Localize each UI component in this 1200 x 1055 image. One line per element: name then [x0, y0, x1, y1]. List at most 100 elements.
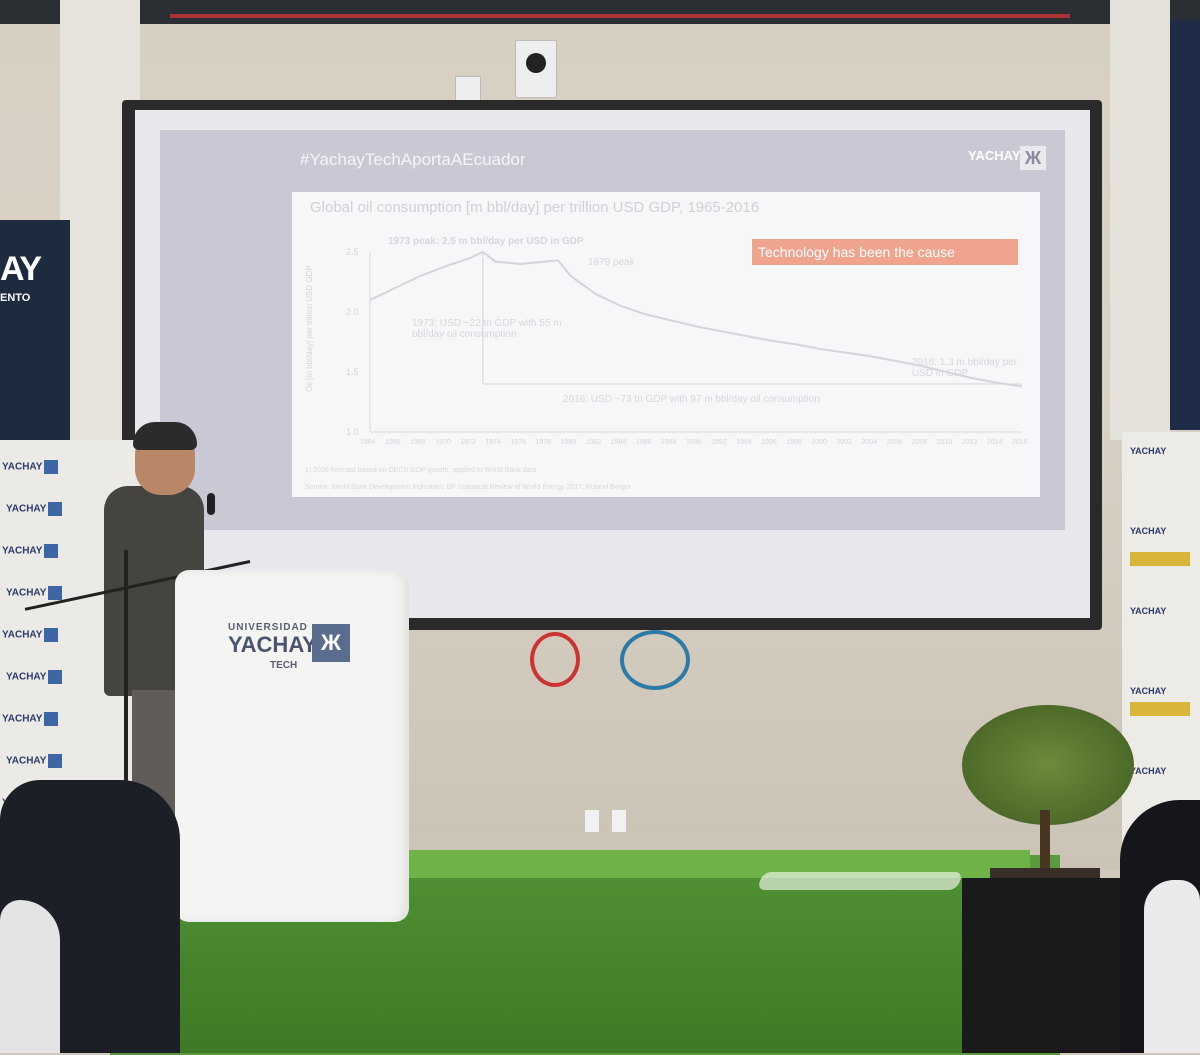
annotation-1973: 1973: USD ~22 tn GDP with 55 m bbl/day o…: [412, 318, 562, 340]
y-tick-label: 2.5: [346, 247, 359, 257]
backdrop-logo: YACHAY: [2, 544, 59, 558]
y-tick-label: 1.5: [346, 367, 359, 377]
annotation-1979: 1979 peak: [588, 257, 635, 268]
wall-junction-box: [455, 76, 481, 102]
podium-logo-icon: Ж: [312, 624, 350, 662]
bonsai-crown: [962, 705, 1134, 825]
x-tick-label: 2000: [811, 439, 827, 446]
x-tick-label: 1976: [510, 439, 526, 446]
backdrop-logo: YACHAY: [6, 754, 63, 768]
podium-line-1: UNIVERSIDAD: [228, 622, 308, 633]
x-tick-label: 2004: [862, 439, 878, 446]
series-line: [369, 250, 1023, 388]
right-wall-banner: [1170, 20, 1200, 430]
annotation-2016-label: 2016: 1.3 m bbl/day per USD in GDP: [912, 357, 1018, 379]
backdrop-logo-text: YACHAY: [6, 503, 47, 515]
backdrop-logo-text: YACHAY: [6, 587, 47, 599]
x-tick-label: 1974: [485, 439, 501, 446]
x-tick-label: 1990: [686, 439, 702, 446]
light-reflection: [756, 872, 964, 890]
backdrop-logo-icon: [48, 670, 63, 684]
mic-stand-pole: [124, 550, 128, 910]
x-tick-label: 1988: [661, 439, 677, 446]
chart-title: Global oil consumption [m bbl/day] per t…: [310, 199, 760, 216]
chart-source: Source: World Bank Development Indicator…: [305, 484, 632, 491]
backdrop-logo: YACHAY: [1130, 526, 1167, 536]
x-tick-label: 1998: [786, 439, 802, 446]
bonsai-trunk: [1040, 810, 1050, 870]
x-tick-label: 1968: [410, 439, 426, 446]
x-tick-label: 1980: [561, 439, 577, 446]
left-banner-text: AY: [0, 250, 42, 288]
slide-hashtag: #YachayTechAportaAEcuador: [300, 150, 526, 169]
speaker-hair: [133, 422, 197, 450]
backdrop-yellow-strip: [1130, 552, 1190, 566]
backdrop-logo-icon: [44, 544, 59, 558]
callout-badge: Technology has been the cause: [752, 239, 1018, 265]
backdrop-logo-icon: [48, 754, 63, 768]
backdrop-logo-text: YACHAY: [2, 545, 43, 557]
y-tick-label: 1.0: [346, 427, 359, 437]
speaker-lens: [526, 53, 546, 73]
podium-line-2: YACHAY: [228, 632, 317, 657]
backdrop-logo: YACHAY: [1130, 766, 1167, 776]
chair-right: [1144, 880, 1200, 1053]
backdrop-logo: YACHAY: [1130, 686, 1167, 696]
backdrop-logo-text: YACHAY: [2, 461, 43, 473]
right-pillar: [1110, 0, 1170, 440]
x-tick-label: 1978: [536, 439, 552, 446]
x-tick-label: 1982: [586, 439, 602, 446]
wall-speaker: [515, 40, 557, 98]
chair-left: [0, 900, 60, 1053]
backdrop-logo: YACHAY: [1130, 606, 1167, 616]
slide-logo-icon: Ж: [1020, 146, 1046, 170]
oil-consumption-chart: 2.5 2.0 1.5 1.0 1964 1966 1968 1970 1972 1974 197…: [305, 247, 1028, 446]
x-tick-label: 2008: [912, 439, 928, 446]
x-tick-label: 1970: [435, 439, 451, 446]
backdrop-logo: YACHAY: [2, 712, 59, 726]
backdrop-logo: YACHAY: [6, 502, 63, 516]
wall-socket: [612, 810, 626, 832]
red-pipe: [170, 14, 1070, 18]
backdrop-logo-text: YACHAY: [6, 755, 47, 767]
stage-monitor-speaker: [962, 878, 1142, 1053]
x-tick-label: 2014: [987, 439, 1003, 446]
x-tick-label: 2012: [962, 439, 978, 446]
x-tick-label: 1996: [761, 439, 777, 446]
microphone: [207, 493, 215, 515]
ceiling: [0, 0, 1200, 24]
backdrop-logo-text: YACHAY: [2, 629, 43, 641]
podium-line-3: TECH: [270, 660, 298, 671]
backdrop-logo-icon: [44, 628, 59, 642]
x-tick-label: 1972: [460, 439, 476, 446]
x-tick-label: 2002: [836, 439, 852, 446]
backdrop-logo-icon: [48, 586, 63, 600]
x-tick-label: 2006: [887, 439, 903, 446]
y-tick-label: 2.0: [346, 307, 359, 317]
backdrop-logo-text: YACHAY: [2, 713, 43, 725]
x-tick-label: 1992: [711, 439, 727, 446]
backdrop-logo-icon: [48, 502, 63, 516]
x-tick-label: 2016: [1012, 439, 1028, 446]
y-axis-label: Oil [m bbl/day] per trillion USD GDP: [305, 265, 314, 392]
left-wall-banner: AY ENTO: [0, 220, 70, 440]
backdrop-logo: YACHAY: [2, 628, 59, 642]
x-tick-label: 1986: [636, 439, 652, 446]
backdrop-logo-text: YACHAY: [6, 671, 47, 683]
podium: [175, 570, 409, 922]
red-sticker: [530, 632, 580, 687]
backdrop-logo: YACHAY: [1130, 446, 1167, 456]
chart-footnote: 1) 2016 forecast based on OECD GDP growt…: [305, 467, 537, 474]
backdrop-logo: YACHAY: [2, 460, 59, 474]
backdrop-logo: YACHAY: [6, 670, 63, 684]
x-tick-label: 1984: [611, 439, 627, 446]
slide-logo-text: YACHAY: [968, 148, 1021, 163]
backdrop-logo: YACHAY: [6, 586, 63, 600]
backdrop-yellow-strip: [1130, 702, 1190, 716]
x-tick-label: 1994: [736, 439, 752, 446]
backdrop-logo-icon: [44, 460, 59, 474]
x-tick-label: 1964: [360, 439, 376, 446]
x-tick-label: 2010: [937, 439, 953, 446]
wall-socket: [585, 810, 599, 832]
annotation-2016: 2016: USD ~73 tn GDP with 97 m bbl/day o…: [563, 394, 820, 405]
